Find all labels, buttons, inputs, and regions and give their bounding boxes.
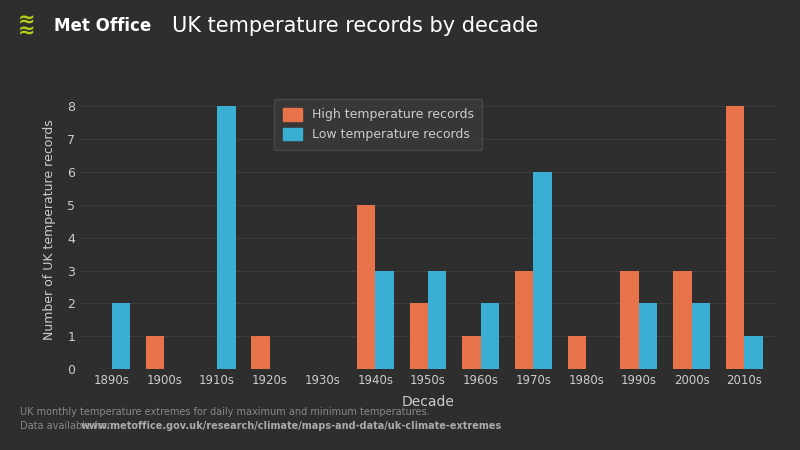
Bar xyxy=(673,270,692,369)
Bar xyxy=(375,270,394,369)
Bar xyxy=(621,270,639,369)
Bar xyxy=(146,336,164,369)
X-axis label: Decade: Decade xyxy=(402,395,454,409)
Bar xyxy=(112,303,130,369)
Legend: High temperature records, Low temperature records: High temperature records, Low temperatur… xyxy=(274,99,482,150)
Bar xyxy=(251,336,270,369)
Bar xyxy=(568,336,586,369)
Bar xyxy=(462,336,481,369)
Text: www.metoffice.gov.uk/research/climate/maps-and-data/uk-climate-extremes: www.metoffice.gov.uk/research/climate/ma… xyxy=(81,421,502,431)
Bar xyxy=(410,303,428,369)
Bar xyxy=(744,336,763,369)
Bar xyxy=(692,303,710,369)
Text: Data available from:: Data available from: xyxy=(20,421,123,431)
Bar xyxy=(515,270,534,369)
Bar xyxy=(217,106,235,369)
Bar xyxy=(534,172,552,369)
Bar xyxy=(481,303,499,369)
Bar xyxy=(639,303,658,369)
Text: ≈: ≈ xyxy=(18,22,35,41)
Text: UK temperature records by decade: UK temperature records by decade xyxy=(172,16,538,36)
Bar xyxy=(428,270,446,369)
Text: ≈: ≈ xyxy=(18,10,35,30)
Bar xyxy=(357,205,375,369)
Text: UK monthly temperature extremes for daily maximum and minimum temperatures.: UK monthly temperature extremes for dail… xyxy=(20,407,430,417)
Bar xyxy=(726,106,744,369)
Y-axis label: Number of UK temperature records: Number of UK temperature records xyxy=(43,119,56,340)
Text: Met Office: Met Office xyxy=(54,17,152,35)
